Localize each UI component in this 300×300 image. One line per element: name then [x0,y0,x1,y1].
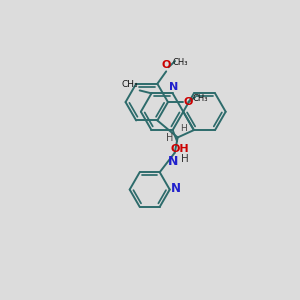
Text: N: N [171,182,181,196]
Text: H: H [166,133,173,143]
Text: N: N [168,155,178,168]
Text: H: H [181,124,188,133]
Text: CH₃: CH₃ [173,58,188,67]
Text: CH₃: CH₃ [192,94,208,103]
Text: O: O [161,61,171,70]
Text: N: N [169,82,178,92]
Text: CH₃: CH₃ [122,80,138,89]
Text: H: H [181,154,189,164]
Text: O: O [184,97,193,107]
Text: OH: OH [171,144,189,154]
